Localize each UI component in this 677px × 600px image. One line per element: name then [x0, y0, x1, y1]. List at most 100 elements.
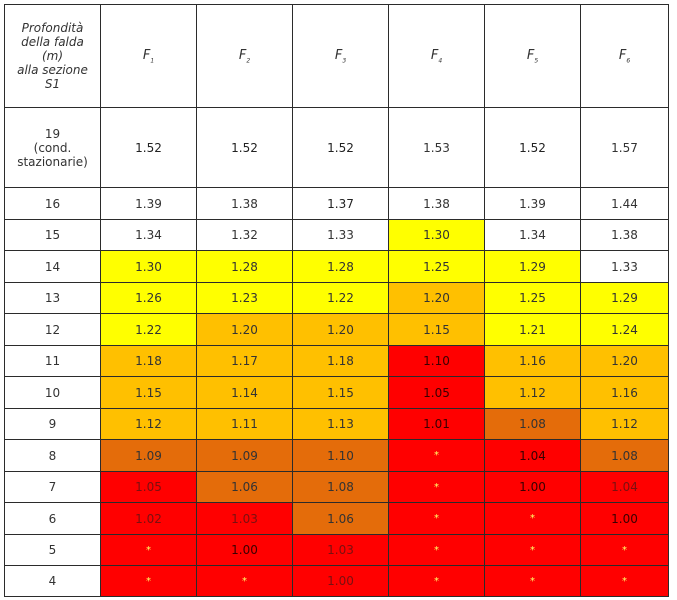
safety-factor-cell: 1.20 [196, 313, 293, 346]
safety-factor-cell: 1.04 [580, 471, 669, 503]
column-subscript: 3 [342, 57, 347, 65]
safety-factor-cell: 1.17 [196, 345, 293, 377]
column-subscript: 1 [150, 57, 155, 65]
depth-label-line: 11 [44, 354, 61, 368]
table-body: 19 (cond. stazionarie) 1.52 1.52 1.52 1.53 1.52… [4, 107, 669, 597]
safety-factor-cell: * [196, 565, 293, 597]
column-letter: F [142, 47, 151, 63]
depth-header-line: (m) [41, 49, 64, 63]
safety-factor-cell: 1.05 [388, 376, 485, 409]
safety-factor-cell: 1.00 [196, 534, 293, 566]
safety-factor-cell: * [580, 565, 669, 597]
column-header-f4: F4 [388, 4, 485, 108]
table-row: 12 1.22 1.20 1.20 1.15 1.21 1.24 [4, 313, 669, 346]
safety-factor-cell: 1.09 [100, 439, 197, 472]
safety-factor-cell: * [484, 565, 581, 597]
safety-factor-cell: 1.52 [100, 107, 197, 188]
safety-factor-cell: 1.12 [580, 408, 669, 440]
table-row: 4 * * 1.00 * * * [4, 565, 669, 597]
safety-factor-cell: 1.29 [580, 282, 669, 314]
column-subscript: 5 [534, 57, 539, 65]
depth-label-line: 9 [48, 417, 57, 431]
depth-label: 8 [4, 439, 101, 472]
depth-label: 5 [4, 534, 101, 566]
safety-factor-cell: 1.22 [292, 282, 389, 314]
safety-factor-cell: * [484, 502, 581, 535]
column-subscript: 6 [626, 57, 631, 65]
safety-factor-cell: 1.30 [388, 219, 485, 251]
safety-factor-cell: 1.28 [196, 250, 293, 283]
column-subscript: 2 [246, 57, 251, 65]
safety-factor-cell: 1.33 [580, 250, 669, 283]
safety-factor-cell: 1.44 [580, 187, 669, 220]
column-header-f2: F2 [196, 4, 293, 108]
column-header-f6: F6 [580, 4, 669, 108]
safety-factor-cell: 1.09 [196, 439, 293, 472]
safety-factor-cell: 1.20 [292, 313, 389, 346]
depth-label-line: 12 [44, 322, 61, 337]
safety-factor-cell: 1.02 [100, 502, 197, 535]
safety-factor-cell: 1.12 [484, 376, 581, 409]
depth-label: 14 [4, 250, 101, 283]
safety-factor-cell: 1.30 [100, 250, 197, 283]
depth-label: 9 [4, 408, 101, 440]
safety-factor-cell: 1.00 [292, 565, 389, 597]
depth-label-line: 16 [44, 196, 61, 211]
depth-label-line: 4 [48, 574, 57, 588]
depth-header: Profondità della falda (m) alla sezione … [4, 4, 101, 108]
table-row: 15 1.34 1.32 1.33 1.30 1.34 1.38 [4, 219, 669, 251]
safety-factor-cell: 1.22 [100, 313, 197, 346]
safety-factor-cell: 1.38 [580, 219, 669, 251]
table-row: 10 1.15 1.14 1.15 1.05 1.12 1.16 [4, 376, 669, 409]
safety-factor-cell: 1.16 [580, 376, 669, 409]
safety-factor-cell: 1.14 [196, 376, 293, 409]
depth-label: 13 [4, 282, 101, 314]
safety-factor-cell: * [580, 534, 669, 566]
safety-factor-cell: 1.16 [484, 345, 581, 377]
safety-factor-cell: 1.20 [388, 282, 485, 314]
safety-factor-cell: 1.57 [580, 107, 669, 188]
safety-factor-cell: * [100, 565, 197, 597]
depth-label-line: (cond. [33, 140, 72, 155]
safety-factor-cell: 1.32 [196, 219, 293, 251]
safety-factor-cell: * [388, 471, 485, 503]
depth-label-line: 8 [48, 448, 57, 463]
safety-factor-cell: 1.00 [580, 502, 669, 535]
safety-factor-cell: 1.18 [292, 345, 389, 377]
table-row: 19 (cond. stazionarie) 1.52 1.52 1.52 1.53 1.52… [4, 107, 669, 188]
safety-factor-cell: 1.34 [484, 219, 581, 251]
safety-factor-cell: 1.37 [292, 187, 389, 220]
column-header-f5: F5 [484, 4, 581, 108]
safety-factor-cell: 1.52 [196, 107, 293, 188]
safety-factor-cell: 1.25 [484, 282, 581, 314]
table-row: 8 1.09 1.09 1.10 * 1.04 1.08 [4, 439, 669, 472]
depth-label: 11 [4, 345, 101, 377]
safety-factor-cell: 1.03 [292, 534, 389, 566]
safety-factor-cell: 1.05 [100, 471, 197, 503]
safety-factor-cell: 1.39 [100, 187, 197, 220]
depth-label: 16 [4, 187, 101, 220]
safety-factor-cell: 1.06 [196, 471, 293, 503]
depth-label-line: 15 [44, 228, 61, 242]
safety-factor-cell: * [388, 534, 485, 566]
safety-factor-cell: * [388, 565, 485, 597]
safety-factor-cell: 1.39 [484, 187, 581, 220]
safety-factor-cell: 1.53 [388, 107, 485, 188]
safety-factor-cell: 1.18 [100, 345, 197, 377]
column-letter: F [618, 47, 627, 63]
depth-label-line: 19 [44, 126, 61, 141]
depth-label: 12 [4, 313, 101, 346]
depth-label: 6 [4, 502, 101, 535]
depth-label: 10 [4, 376, 101, 409]
safety-factor-cell: 1.08 [484, 408, 581, 440]
safety-factor-cell: 1.03 [196, 502, 293, 535]
safety-factor-cell: 1.12 [100, 408, 197, 440]
depth-label-line: 13 [44, 291, 61, 305]
column-letter: F [238, 47, 247, 63]
safety-factor-table: Profondità della falda (m) alla sezione … [4, 4, 669, 597]
safety-factor-cell: 1.33 [292, 219, 389, 251]
depth-label-line: 14 [44, 259, 61, 274]
column-letter: F [334, 47, 343, 63]
column-subscript: 4 [438, 57, 443, 65]
table-row: 13 1.26 1.23 1.22 1.20 1.25 1.29 [4, 282, 669, 314]
